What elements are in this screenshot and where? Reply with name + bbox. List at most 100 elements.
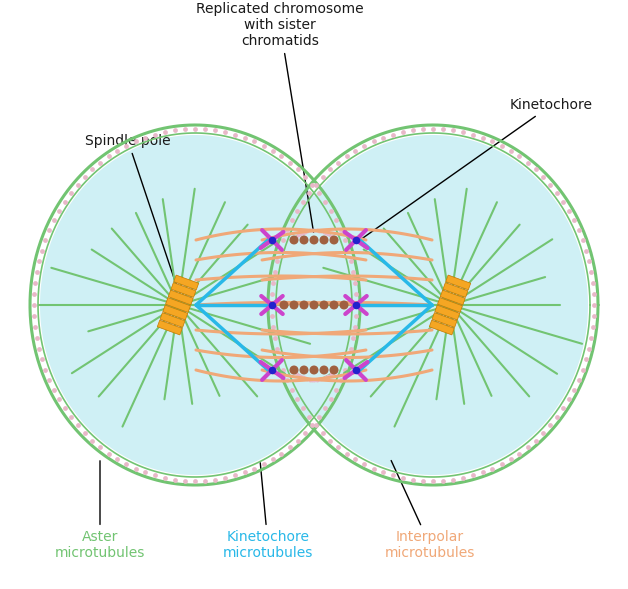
- Point: [104, 152, 114, 161]
- Point: [388, 130, 398, 139]
- Point: [398, 473, 408, 482]
- Polygon shape: [163, 305, 188, 320]
- Point: [288, 367, 298, 376]
- Point: [584, 257, 594, 266]
- Point: [418, 476, 428, 485]
- Point: [564, 395, 574, 404]
- Point: [288, 234, 298, 243]
- Point: [325, 436, 335, 445]
- Point: [458, 473, 468, 482]
- Point: [283, 226, 293, 235]
- Point: [342, 449, 352, 458]
- Point: [531, 436, 541, 445]
- Point: [497, 459, 507, 469]
- Circle shape: [280, 301, 288, 309]
- Point: [586, 267, 596, 277]
- Point: [270, 333, 280, 343]
- Point: [369, 137, 379, 146]
- Point: [311, 180, 321, 189]
- Point: [95, 158, 106, 167]
- Point: [302, 374, 312, 383]
- Point: [300, 227, 310, 237]
- Point: [314, 188, 324, 197]
- Point: [276, 152, 286, 161]
- Point: [292, 395, 302, 404]
- Point: [569, 216, 579, 225]
- Point: [428, 124, 438, 134]
- Point: [458, 127, 468, 137]
- Circle shape: [330, 301, 338, 309]
- Point: [305, 375, 315, 384]
- Point: [293, 436, 303, 445]
- Point: [573, 375, 583, 385]
- Circle shape: [290, 236, 298, 244]
- Polygon shape: [168, 290, 193, 305]
- Point: [478, 468, 488, 477]
- Point: [578, 365, 588, 375]
- Text: Interpolar
microtubules: Interpolar microtubules: [385, 461, 475, 560]
- Point: [569, 385, 579, 395]
- Point: [328, 233, 338, 242]
- Point: [350, 312, 360, 321]
- Point: [314, 412, 324, 422]
- Polygon shape: [440, 290, 465, 305]
- Circle shape: [320, 366, 328, 374]
- Point: [131, 137, 141, 146]
- Point: [564, 206, 574, 216]
- Point: [45, 375, 55, 385]
- Point: [545, 180, 555, 189]
- Point: [293, 231, 303, 240]
- Point: [287, 385, 297, 395]
- Polygon shape: [446, 275, 470, 290]
- Point: [588, 289, 598, 299]
- Point: [340, 365, 350, 375]
- Point: [558, 197, 568, 206]
- Point: [298, 403, 308, 413]
- Point: [298, 197, 308, 206]
- Point: [531, 165, 541, 174]
- Point: [325, 231, 335, 240]
- Point: [328, 368, 338, 378]
- Point: [54, 206, 64, 216]
- Point: [230, 130, 240, 139]
- Point: [210, 475, 220, 484]
- Point: [40, 236, 50, 245]
- Point: [351, 300, 361, 310]
- Circle shape: [300, 236, 308, 244]
- Point: [49, 385, 59, 395]
- Point: [295, 229, 305, 239]
- Point: [309, 225, 319, 234]
- Point: [95, 443, 106, 452]
- Point: [220, 473, 230, 482]
- Polygon shape: [443, 283, 468, 297]
- Point: [45, 226, 55, 235]
- Polygon shape: [278, 135, 588, 475]
- Point: [190, 124, 200, 134]
- Point: [121, 459, 131, 469]
- Point: [348, 267, 358, 277]
- Point: [487, 137, 497, 146]
- Point: [558, 403, 568, 413]
- Point: [80, 172, 90, 181]
- Polygon shape: [280, 245, 348, 365]
- Point: [321, 372, 331, 382]
- Point: [150, 130, 160, 139]
- Point: [268, 322, 278, 332]
- Point: [307, 226, 317, 235]
- Point: [331, 216, 341, 225]
- Text: Kinetochore: Kinetochore: [362, 98, 593, 239]
- Point: [29, 300, 39, 310]
- Point: [112, 455, 122, 464]
- Point: [291, 232, 301, 241]
- Point: [30, 278, 40, 287]
- Point: [210, 125, 220, 135]
- Point: [267, 365, 277, 375]
- Point: [268, 146, 278, 155]
- Point: [267, 300, 277, 310]
- Point: [350, 289, 360, 299]
- Polygon shape: [435, 305, 460, 320]
- Point: [388, 471, 398, 480]
- Point: [291, 368, 301, 378]
- Point: [350, 322, 360, 332]
- Polygon shape: [438, 297, 462, 312]
